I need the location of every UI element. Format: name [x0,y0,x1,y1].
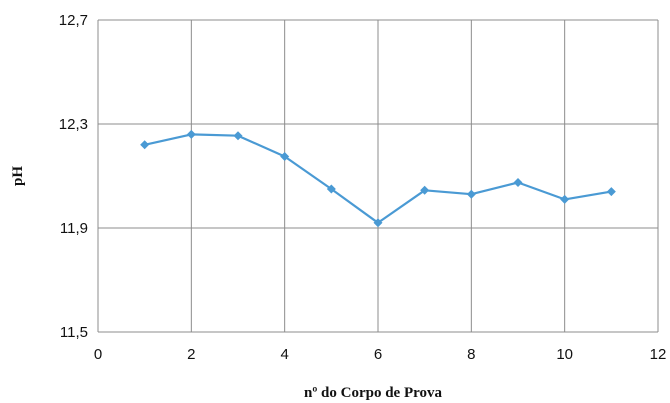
data-point [466,189,476,199]
data-point [373,218,383,228]
data-point [280,152,290,161]
x-tick-label: 10 [556,346,573,363]
grid [97,19,659,333]
y-tick-label: 11,9 [60,220,88,237]
y-tick-label: 12,7 [59,12,88,29]
data-point [233,131,243,141]
data-point [140,140,150,150]
x-tick-label: 0 [94,346,102,363]
y-tick-label: 11,5 [60,324,88,341]
data-point [326,184,336,194]
y-axis-label: pH [10,166,26,186]
data-point [560,194,570,204]
data-point [513,178,523,187]
x-tick-label: 12 [650,346,667,363]
data-point [420,185,430,195]
data-point [606,187,616,197]
series-markers [140,129,616,228]
data-point [186,129,196,139]
y-tick-label: 12,3 [59,116,88,133]
x-tick-label: 6 [374,346,382,363]
x-tick-label: 4 [280,346,288,363]
x-tick-label: 2 [187,346,195,363]
tick-labels: 11,5 11,9 12,3 12,7 0 2 4 6 8 10 12 [59,12,667,363]
x-axis-label: nº do Corpo de Prova [304,385,443,401]
x-tick-label: 8 [467,346,475,363]
